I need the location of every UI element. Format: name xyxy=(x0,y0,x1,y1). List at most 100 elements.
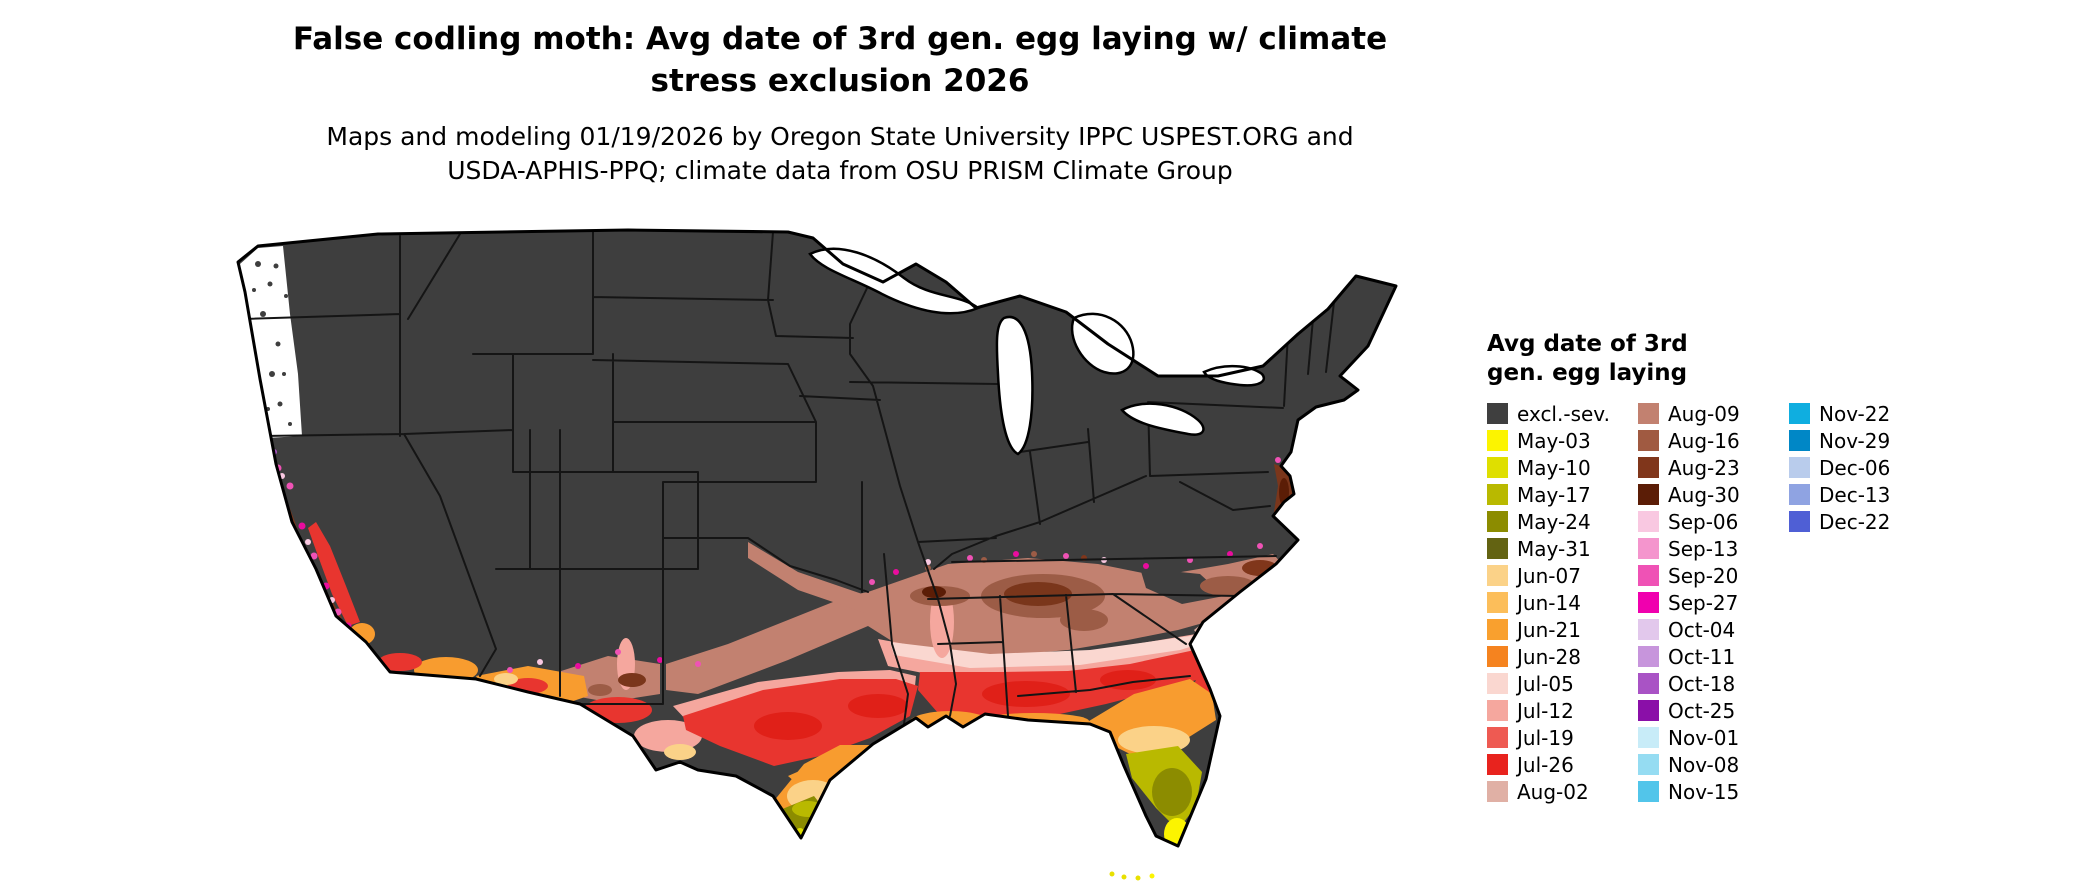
legend-columns: excl.-sev. May-03 May-10 May-17 May-24 May-31… xyxy=(1487,400,1940,805)
lake-michigan xyxy=(995,315,1034,456)
legend-swatch xyxy=(1487,754,1508,775)
legend-label: Jul-12 xyxy=(1517,698,1574,723)
legend-swatch xyxy=(1638,538,1659,559)
figure-header: False codling moth: Avg date of 3rd gen.… xyxy=(0,18,1680,188)
legend-swatch xyxy=(1789,457,1810,478)
legend-swatch xyxy=(1638,700,1659,721)
legend-item: Jul-05 xyxy=(1487,670,1638,697)
legend-label: May-17 xyxy=(1517,482,1591,507)
legend-swatch xyxy=(1638,430,1659,451)
legend-label: Oct-18 xyxy=(1668,671,1736,696)
legend-column: Aug-09 Aug-16 Aug-23 Aug-30 Sep-06 Sep-13 Sep-… xyxy=(1638,400,1789,805)
legend-item: May-24 xyxy=(1487,508,1638,535)
legend-item: Oct-04 xyxy=(1638,616,1789,643)
legend-label: Nov-29 xyxy=(1819,428,1891,453)
florida-keys xyxy=(1109,871,1155,881)
legend-label: Nov-15 xyxy=(1668,779,1740,804)
legend-label: Aug-09 xyxy=(1668,401,1740,426)
legend-item: Sep-27 xyxy=(1638,589,1789,616)
legend-swatch xyxy=(1638,781,1659,802)
legend-item: Jun-14 xyxy=(1487,589,1638,616)
legend-title-line2: gen. egg laying xyxy=(1487,360,1688,386)
legend-label: Aug-30 xyxy=(1668,482,1740,507)
legend-label: excl.-sev. xyxy=(1517,401,1610,426)
legend-item: Sep-13 xyxy=(1638,535,1789,562)
legend-label: May-10 xyxy=(1517,455,1591,480)
legend-item: excl.-sev. xyxy=(1487,400,1638,427)
legend-item: Dec-22 xyxy=(1789,508,1940,535)
legend-item: May-10 xyxy=(1487,454,1638,481)
subtitle-line2: USDA-APHIS-PPQ; climate data from OSU PR… xyxy=(447,156,1233,185)
legend-label: May-03 xyxy=(1517,428,1591,453)
legend-label: Jun-07 xyxy=(1517,563,1581,588)
legend-label: Jul-19 xyxy=(1517,725,1574,750)
legend-swatch xyxy=(1487,673,1508,694)
legend-item: Dec-13 xyxy=(1789,481,1940,508)
legend-label: May-31 xyxy=(1517,536,1591,561)
legend-label: Aug-16 xyxy=(1668,428,1740,453)
legend-label: Dec-13 xyxy=(1819,482,1891,507)
legend-swatch xyxy=(1638,403,1659,424)
legend: Avg date of 3rd gen. egg laying excl.-se… xyxy=(1487,330,1940,805)
legend-item: Nov-15 xyxy=(1638,778,1789,805)
lake-erie xyxy=(1120,402,1205,436)
subtitle-line1: Maps and modeling 01/19/2026 by Oregon S… xyxy=(326,122,1354,151)
legend-label: May-24 xyxy=(1517,509,1591,534)
legend-label: Oct-04 xyxy=(1668,617,1736,642)
us-choropleth-map xyxy=(236,228,1398,881)
legend-swatch xyxy=(1789,430,1810,451)
legend-item: Jul-19 xyxy=(1487,724,1638,751)
map-container xyxy=(228,224,1443,891)
legend-swatch xyxy=(1487,727,1508,748)
legend-label: Nov-22 xyxy=(1819,401,1891,426)
legend-item: Dec-06 xyxy=(1789,454,1940,481)
legend-label: Dec-22 xyxy=(1819,509,1891,534)
legend-swatch xyxy=(1487,781,1508,802)
legend-column: excl.-sev. May-03 May-10 May-17 May-24 May-31… xyxy=(1487,400,1638,805)
legend-item: Jun-28 xyxy=(1487,643,1638,670)
legend-item: Oct-25 xyxy=(1638,697,1789,724)
legend-item: Aug-09 xyxy=(1638,400,1789,427)
figure-subtitle: Maps and modeling 01/19/2026 by Oregon S… xyxy=(0,120,1680,188)
legend-label: Jun-28 xyxy=(1517,644,1581,669)
legend-swatch xyxy=(1638,592,1659,613)
legend-label: Jul-05 xyxy=(1517,671,1574,696)
legend-label: Nov-08 xyxy=(1668,752,1740,777)
legend-label: Jun-21 xyxy=(1517,617,1581,642)
legend-label: Oct-25 xyxy=(1668,698,1736,723)
legend-item: Jun-21 xyxy=(1487,616,1638,643)
legend-item: Jun-07 xyxy=(1487,562,1638,589)
legend-item: Sep-20 xyxy=(1638,562,1789,589)
legend-item: Oct-18 xyxy=(1638,670,1789,697)
legend-swatch xyxy=(1789,484,1810,505)
legend-item: Nov-22 xyxy=(1789,400,1940,427)
legend-swatch xyxy=(1789,403,1810,424)
legend-title-line1: Avg date of 3rd xyxy=(1487,331,1688,357)
legend-swatch xyxy=(1487,430,1508,451)
legend-swatch xyxy=(1487,403,1508,424)
legend-item: Aug-30 xyxy=(1638,481,1789,508)
legend-item: Oct-11 xyxy=(1638,643,1789,670)
legend-swatch xyxy=(1487,700,1508,721)
lake-ontario xyxy=(1202,365,1266,387)
legend-item: May-31 xyxy=(1487,535,1638,562)
legend-item: Nov-29 xyxy=(1789,427,1940,454)
legend-swatch xyxy=(1487,646,1508,667)
legend-label: Sep-20 xyxy=(1668,563,1739,588)
legend-label: Nov-01 xyxy=(1668,725,1740,750)
legend-swatch xyxy=(1487,592,1508,613)
page-title-line1: False codling moth: Avg date of 3rd gen.… xyxy=(292,21,1388,57)
legend-label: Jun-14 xyxy=(1517,590,1581,615)
legend-label: Aug-23 xyxy=(1668,455,1740,480)
legend-item: May-03 xyxy=(1487,427,1638,454)
legend-item: Nov-01 xyxy=(1638,724,1789,751)
page-title-line2: stress exclusion 2026 xyxy=(650,63,1030,99)
legend-swatch xyxy=(1638,511,1659,532)
legend-label: Sep-13 xyxy=(1668,536,1739,561)
legend-swatch xyxy=(1638,673,1659,694)
legend-column: Nov-22 Nov-29 Dec-06 Dec-13 Dec-22 xyxy=(1789,400,1940,805)
legend-label: Oct-11 xyxy=(1668,644,1736,669)
legend-item: Sep-06 xyxy=(1638,508,1789,535)
legend-swatch xyxy=(1638,727,1659,748)
legend-label: Sep-06 xyxy=(1668,509,1739,534)
